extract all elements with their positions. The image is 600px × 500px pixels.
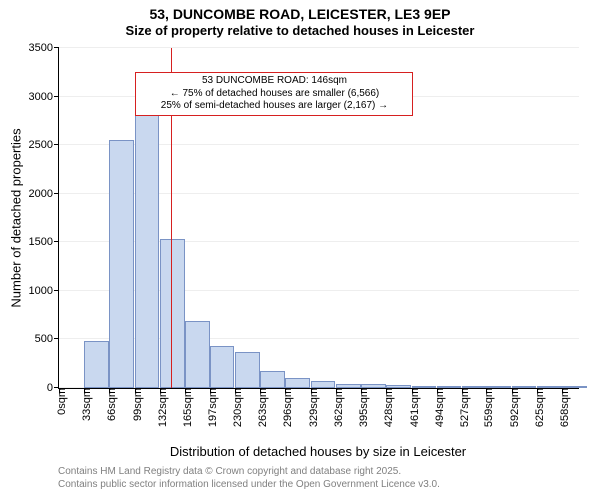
histogram-bar: [235, 352, 260, 388]
footer-line-2: Contains public sector information licen…: [58, 479, 440, 492]
footer-attribution: Contains HM Land Registry data © Crown c…: [58, 466, 440, 491]
x-tick-label: 33sqm: [75, 388, 93, 421]
x-tick-label: 428sqm: [377, 388, 395, 427]
histogram-bar: [285, 378, 310, 388]
x-tick-label: 99sqm: [126, 388, 144, 421]
x-tick-label: 230sqm: [226, 388, 244, 427]
x-tick-label: 658sqm: [553, 388, 571, 427]
x-tick-label: 592sqm: [503, 388, 521, 427]
y-tick-label: 500: [35, 333, 59, 345]
x-axis-label: Distribution of detached houses by size …: [58, 444, 578, 459]
x-tick-label: 494sqm: [428, 388, 446, 427]
chart-title: 53, DUNCOMBE ROAD, LEICESTER, LE3 9EP: [0, 0, 600, 23]
x-tick-label: 197sqm: [201, 388, 219, 427]
histogram-bar: [84, 341, 109, 388]
footer-line-1: Contains HM Land Registry data © Crown c…: [58, 466, 440, 479]
histogram-bar: [160, 239, 185, 388]
chart-container: 53, DUNCOMBE ROAD, LEICESTER, LE3 9EP Si…: [0, 0, 600, 500]
y-tick-label: 2500: [29, 139, 59, 151]
histogram-bar: [210, 346, 235, 388]
x-tick-label: 362sqm: [327, 388, 345, 427]
y-tick-label: 2000: [29, 188, 59, 200]
grid-line: [59, 47, 579, 48]
x-tick-label: 263sqm: [251, 388, 269, 427]
x-tick-label: 395sqm: [352, 388, 370, 427]
x-tick-label: 527sqm: [453, 388, 471, 427]
histogram-bar: [135, 111, 160, 388]
x-tick-label: 329sqm: [302, 388, 320, 427]
plot-area: 05001000150020002500300035000sqm33sqm66s…: [58, 48, 579, 389]
histogram-bar: [260, 371, 285, 388]
x-tick-label: 559sqm: [477, 388, 495, 427]
y-tick-label: 1000: [29, 285, 59, 297]
x-tick-label: 461sqm: [403, 388, 421, 427]
annotation-line: 25% of semi-detached houses are larger (…: [140, 100, 408, 113]
y-tick-label: 3500: [29, 42, 59, 54]
x-tick-label: 66sqm: [100, 388, 118, 421]
x-tick-label: 296sqm: [276, 388, 294, 427]
x-tick-label: 165sqm: [176, 388, 194, 427]
histogram-bar: [185, 321, 210, 388]
annotation-line: 53 DUNCOMBE ROAD: 146sqm: [140, 75, 408, 88]
annotation-box: 53 DUNCOMBE ROAD: 146sqm← 75% of detache…: [135, 72, 413, 116]
x-tick-label: 132sqm: [151, 388, 169, 427]
y-tick-label: 3000: [29, 91, 59, 103]
y-tick-label: 1500: [29, 236, 59, 248]
histogram-bar: [109, 140, 134, 388]
x-tick-label: 0sqm: [50, 388, 68, 415]
annotation-line: ← 75% of detached houses are smaller (6,…: [140, 88, 408, 101]
chart-subtitle: Size of property relative to detached ho…: [0, 23, 600, 39]
histogram-bar: [311, 381, 336, 388]
x-tick-label: 625sqm: [528, 388, 546, 427]
y-axis-label: Number of detached properties: [9, 128, 24, 307]
